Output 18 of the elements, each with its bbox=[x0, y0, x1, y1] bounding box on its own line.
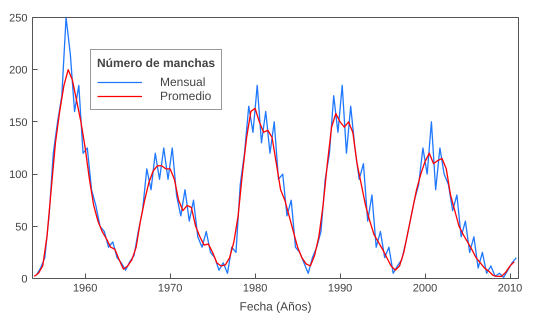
legend-label: Mensual bbox=[160, 75, 206, 89]
y-tick-label: 200 bbox=[9, 64, 28, 77]
y-tick-label: 250 bbox=[9, 12, 28, 24]
legend-label: Promedio bbox=[160, 89, 212, 103]
y-tick-label: 100 bbox=[9, 169, 28, 182]
x-tick-label: 1980 bbox=[242, 282, 268, 294]
y-tick-label: 150 bbox=[9, 116, 28, 129]
y-tick-label: 50 bbox=[15, 221, 28, 234]
x-tick-label: 2000 bbox=[412, 282, 438, 294]
legend-title: Número de manchas bbox=[97, 56, 216, 70]
y-tick-label: 0 bbox=[21, 274, 28, 286]
x-tick-label: 1970 bbox=[158, 282, 182, 294]
line-series bbox=[34, 69, 515, 278]
x-axis-title: Fecha (Años) bbox=[239, 300, 312, 314]
x-tick-label: 2010 bbox=[498, 282, 522, 294]
line-series bbox=[36, 18, 518, 278]
x-tick-label: 1990 bbox=[328, 282, 352, 294]
x-tick-label: 1960 bbox=[72, 282, 98, 294]
